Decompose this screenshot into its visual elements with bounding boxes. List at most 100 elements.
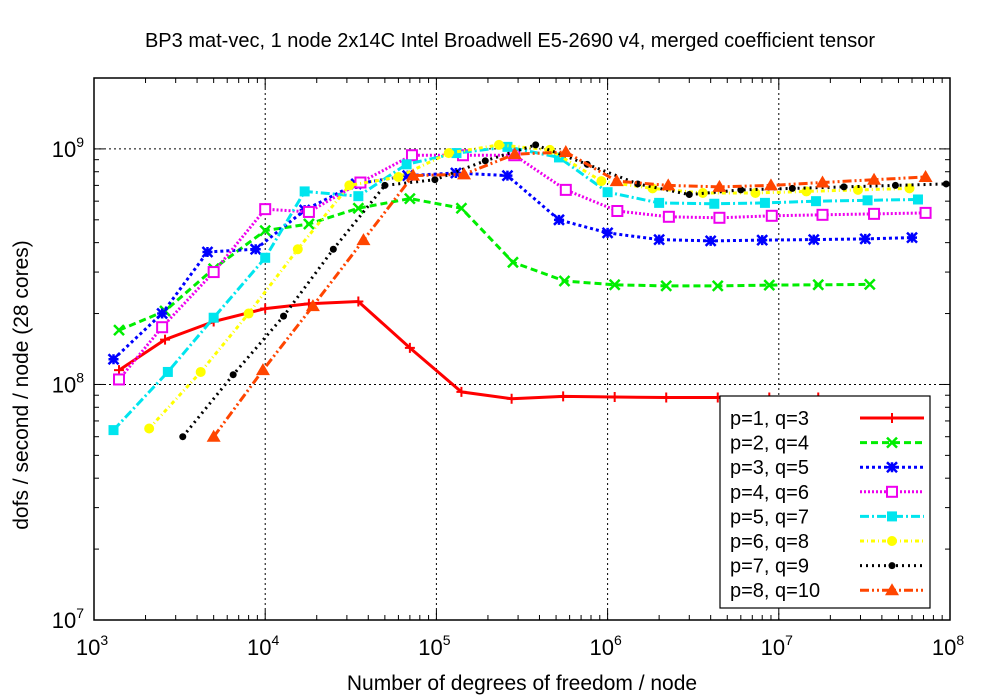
series-3-point bbox=[756, 234, 769, 246]
series-4-point bbox=[405, 149, 418, 162]
series-4-point bbox=[765, 209, 778, 222]
series-4-point bbox=[816, 208, 829, 221]
series-5-point bbox=[553, 152, 564, 163]
legend-label: p=3, q=5 bbox=[730, 457, 809, 479]
y-axis-label: dofs / second / node (28 cores) bbox=[10, 240, 33, 530]
series-8-point bbox=[609, 174, 624, 187]
legend: p=1, q=3 p=2, q=4p=3, q=5 p=4, q=6p=5, q=7… bbox=[719, 395, 931, 609]
legend-label: p=5, q=7 bbox=[730, 506, 809, 528]
series-6-point bbox=[344, 180, 355, 191]
legend-marker bbox=[886, 485, 898, 498]
series-1-point bbox=[353, 296, 364, 307]
series-3-point bbox=[601, 227, 614, 239]
legend-marker bbox=[886, 461, 898, 474]
series-3-point bbox=[859, 232, 872, 245]
series-3-point bbox=[807, 233, 820, 246]
series-6-point bbox=[195, 366, 206, 377]
series-4-point bbox=[559, 183, 572, 196]
x-tick-label: 104 bbox=[247, 632, 279, 660]
series-8-point bbox=[815, 175, 830, 188]
series-8 bbox=[206, 145, 933, 442]
series-3-point bbox=[653, 233, 666, 246]
series-7-point bbox=[329, 245, 337, 253]
series-7-line bbox=[181, 143, 947, 438]
y-tick-label-base: 10 bbox=[52, 608, 76, 633]
x-tick-label-base: 10 bbox=[247, 635, 271, 660]
y-tick-label-base: 10 bbox=[52, 372, 76, 397]
series-4-point bbox=[868, 207, 881, 220]
series-5-point bbox=[162, 366, 173, 377]
series-4-point bbox=[207, 266, 220, 279]
y-tick-label-base: 10 bbox=[52, 137, 76, 162]
series-5-point bbox=[353, 191, 364, 202]
series-2-point bbox=[352, 202, 365, 215]
series-6-point bbox=[443, 148, 454, 159]
series-2-line bbox=[118, 197, 870, 332]
series-8-point bbox=[507, 147, 522, 160]
series-5-point bbox=[759, 197, 770, 208]
x-tick-label-exp: 3 bbox=[100, 632, 108, 648]
series-1-point bbox=[506, 393, 517, 404]
series-3-point bbox=[501, 169, 514, 182]
series-2-point bbox=[558, 275, 571, 287]
x-tick-label: 103 bbox=[76, 632, 108, 660]
x-tick-label-exp: 7 bbox=[785, 632, 793, 648]
series-7-point bbox=[737, 186, 745, 194]
x-tick-label-base: 10 bbox=[76, 635, 100, 660]
series-5-point bbox=[912, 194, 923, 205]
legend-label: p=4, q=6 bbox=[730, 482, 809, 504]
series-7-point bbox=[381, 181, 389, 189]
x-tick-label-exp: 8 bbox=[956, 632, 964, 648]
series-3-point bbox=[450, 167, 462, 179]
x-tick-label-exp: 4 bbox=[272, 632, 280, 648]
series-2-point bbox=[403, 192, 416, 205]
series-1-point bbox=[609, 391, 620, 402]
series-8-point bbox=[305, 299, 320, 312]
y-tick-label-exp: 8 bbox=[76, 369, 84, 385]
series-3-point bbox=[401, 169, 414, 182]
x-axis-label: Number of degrees of freedom / node bbox=[347, 672, 697, 695]
series-4-point bbox=[713, 211, 726, 224]
y-tick-label: 108 bbox=[52, 369, 84, 397]
series-4 bbox=[113, 149, 932, 386]
series-8-point bbox=[558, 145, 573, 158]
series-5-point bbox=[260, 252, 271, 263]
series-2-point bbox=[608, 278, 621, 291]
series-1-point bbox=[661, 392, 672, 403]
series-8-point bbox=[867, 172, 882, 185]
x-tick-label: 105 bbox=[418, 632, 450, 660]
legend-marker bbox=[885, 583, 899, 596]
x-tick-label-exp: 6 bbox=[614, 632, 622, 648]
series-4-point bbox=[302, 205, 315, 218]
series-2-point bbox=[303, 218, 315, 230]
series-6-point bbox=[243, 308, 254, 319]
series-1 bbox=[114, 296, 824, 404]
x-tick-label-base: 10 bbox=[932, 635, 956, 660]
series-4-point bbox=[662, 210, 675, 223]
series-5-point bbox=[401, 159, 412, 170]
series-2-point bbox=[259, 224, 272, 237]
x-tick-label: 108 bbox=[932, 632, 964, 660]
legend-label: p=8, q=10 bbox=[730, 580, 820, 602]
series-7-point bbox=[788, 184, 796, 192]
series-1-point bbox=[260, 303, 271, 314]
chart-title: BP3 mat-vec, 1 node 2x14C Intel Broadwel… bbox=[145, 30, 875, 52]
legend-marker bbox=[887, 536, 897, 546]
series-6-point bbox=[596, 176, 607, 187]
series-5-point bbox=[108, 425, 119, 436]
series-7-point bbox=[280, 312, 288, 320]
series-8-point bbox=[356, 233, 371, 246]
series-8-point bbox=[255, 363, 270, 376]
series-2-point bbox=[711, 280, 724, 292]
series-4-point bbox=[919, 206, 932, 219]
legend-marker bbox=[887, 511, 897, 522]
series-2-point bbox=[763, 279, 776, 292]
series-5-line bbox=[112, 145, 919, 432]
series-5-point bbox=[811, 196, 822, 207]
legend-label: p=1, q=3 bbox=[730, 408, 809, 430]
y-tick-label: 107 bbox=[52, 605, 84, 633]
series-3-point bbox=[201, 246, 214, 258]
legend-marker bbox=[887, 413, 897, 423]
series-8-point bbox=[763, 178, 778, 191]
series-4-point bbox=[113, 373, 126, 386]
